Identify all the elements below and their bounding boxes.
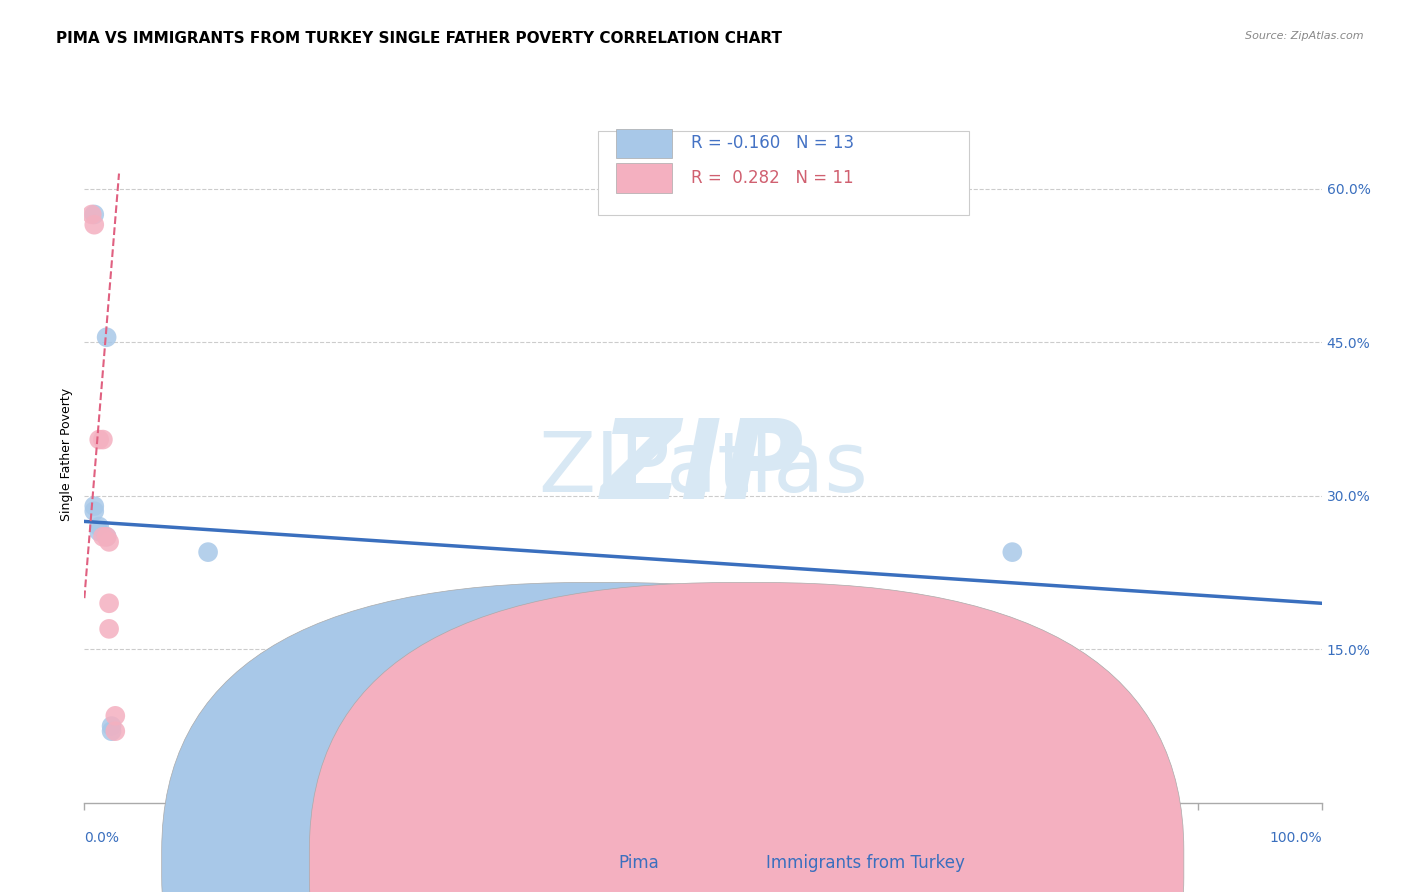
Text: Source: ZipAtlas.com: Source: ZipAtlas.com [1246,31,1364,41]
Point [98,622,121,636]
Point [83,207,105,221]
Point [841,596,863,610]
Point [89,433,111,447]
Y-axis label: Single Father Poverty: Single Father Poverty [60,388,73,522]
Text: R =  0.282   N = 11: R = 0.282 N = 11 [690,169,853,187]
Text: PIMA VS IMMIGRANTS FROM TURKEY SINGLE FATHER POVERTY CORRELATION CHART: PIMA VS IMMIGRANTS FROM TURKEY SINGLE FA… [56,31,782,46]
Text: ZIP: ZIP [602,416,804,523]
Point [100,719,122,733]
Point [83,504,105,518]
Point [104,708,127,723]
FancyBboxPatch shape [616,128,672,158]
Point [89,519,111,533]
Point [98,535,121,549]
Point [197,545,219,559]
Point [1001,545,1024,559]
FancyBboxPatch shape [598,131,969,215]
Point [83,218,105,232]
Point [100,724,122,739]
Point [91,530,114,544]
Point [96,330,118,344]
Point [80,207,103,221]
Point [98,596,121,610]
Point [91,433,114,447]
Text: ZIPatlas: ZIPatlas [538,428,868,509]
Point [295,719,318,733]
Point [83,499,105,513]
FancyBboxPatch shape [616,163,672,193]
Text: R = -0.160   N = 13: R = -0.160 N = 13 [690,134,853,153]
Text: Immigrants from Turkey: Immigrants from Turkey [766,855,965,872]
Point [89,524,111,539]
Text: 100.0%: 100.0% [1270,831,1322,846]
Point [96,530,118,544]
Text: Pima: Pima [619,855,659,872]
Point [104,724,127,739]
Point [96,530,118,544]
Text: 0.0%: 0.0% [84,831,120,846]
